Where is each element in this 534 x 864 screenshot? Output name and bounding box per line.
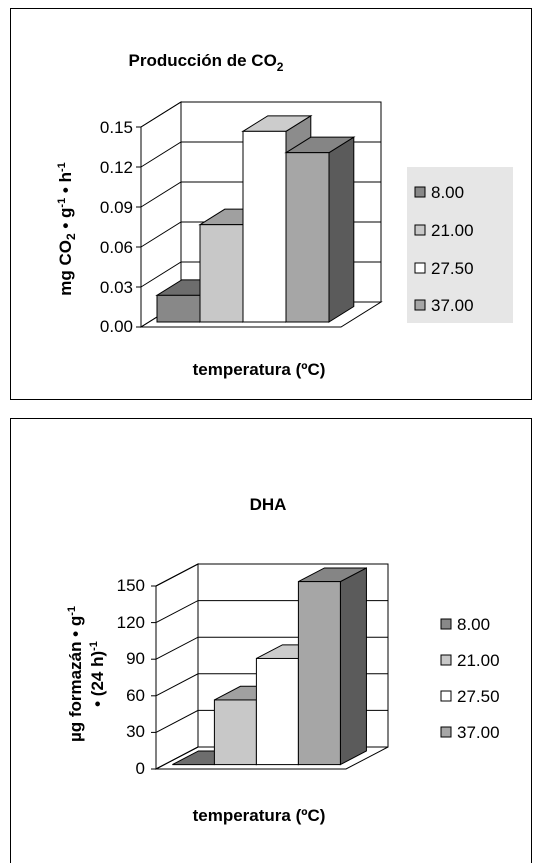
dha-chart: DHA 150 120 90 60 30 0 µg formazán • g-1… bbox=[66, 495, 500, 825]
legend-label: 8.00 bbox=[431, 183, 464, 202]
y-tick-label: 0.15 bbox=[100, 118, 133, 137]
legend-swatch bbox=[440, 726, 452, 738]
bar-front bbox=[242, 130, 287, 323]
legend-label: 8.00 bbox=[457, 615, 490, 634]
legend-swatch bbox=[414, 299, 426, 311]
legend: 8.00 21.00 27.50 37.00 bbox=[440, 615, 500, 742]
bar-front bbox=[156, 294, 201, 323]
y-tick-label: 0.09 bbox=[100, 198, 133, 217]
y-tick-label: 60 bbox=[126, 686, 145, 705]
bars bbox=[155, 114, 356, 323]
legend-label: 37.00 bbox=[431, 296, 474, 315]
y-tick-label: 0.12 bbox=[100, 158, 133, 177]
y-tick-label: 0 bbox=[136, 759, 145, 778]
bar-front bbox=[285, 152, 330, 323]
co2-chart-panel: Producción de CO2 0.15 0.12 0.09 0.06 0.… bbox=[10, 8, 532, 400]
y-axis-label: mg CO2 • g-1 • h-1 bbox=[56, 162, 78, 296]
side-wall bbox=[155, 563, 199, 770]
y-tick-label: 0.06 bbox=[100, 238, 133, 257]
y-axis-label-line2: • (24 h)-1 bbox=[88, 641, 107, 707]
bar-front bbox=[297, 581, 341, 766]
legend-label: 37.00 bbox=[457, 723, 500, 742]
x-axis-label: temperatura (ºC) bbox=[193, 360, 326, 379]
dha-chart-panel: DHA 150 120 90 60 30 0 µg formazán • g-1… bbox=[10, 418, 532, 863]
gridline bbox=[140, 101, 381, 128]
legend-swatch bbox=[414, 262, 426, 274]
legend-swatch bbox=[414, 224, 426, 236]
y-tick-label: 120 bbox=[117, 613, 145, 632]
chart-title: DHA bbox=[250, 495, 287, 514]
bar-37.00 bbox=[284, 136, 356, 323]
y-axis-label-line1: µg formazán • g-1 bbox=[66, 606, 85, 742]
chart-title: Producción de CO2 bbox=[129, 51, 284, 74]
legend: 8.00 21.00 27.50 37.00 bbox=[407, 167, 513, 323]
bar-37.00 bbox=[297, 567, 367, 766]
legend-label: 27.50 bbox=[431, 259, 474, 278]
x-axis-label: temperatura (ºC) bbox=[193, 806, 326, 825]
legend-swatch bbox=[440, 618, 452, 630]
bar-side bbox=[339, 567, 367, 766]
bar-front bbox=[213, 699, 257, 766]
co2-chart: Producción de CO2 0.15 0.12 0.09 0.06 0.… bbox=[56, 51, 513, 379]
bar-front bbox=[199, 224, 244, 323]
y-tick-label: 150 bbox=[117, 576, 145, 595]
bar-side bbox=[328, 136, 355, 323]
y-tick-label: 0.00 bbox=[100, 317, 133, 336]
legend-swatch bbox=[414, 186, 426, 198]
y-tick-label: 90 bbox=[126, 649, 145, 668]
legend-swatch bbox=[440, 690, 452, 702]
y-tick-label: 30 bbox=[126, 722, 145, 741]
y-tick-label: 0.03 bbox=[100, 278, 133, 297]
legend-label: 21.00 bbox=[431, 221, 474, 240]
y-tick-labels: 150 120 90 60 30 0 bbox=[117, 576, 145, 778]
legend-swatch bbox=[440, 654, 452, 666]
legend-label: 21.00 bbox=[457, 651, 500, 670]
y-tick-labels: 0.15 0.12 0.09 0.06 0.03 0.00 bbox=[100, 118, 133, 336]
bars bbox=[172, 567, 367, 766]
legend-label: 27.50 bbox=[457, 687, 500, 706]
gridline bbox=[155, 563, 388, 587]
bar-front bbox=[255, 657, 299, 766]
